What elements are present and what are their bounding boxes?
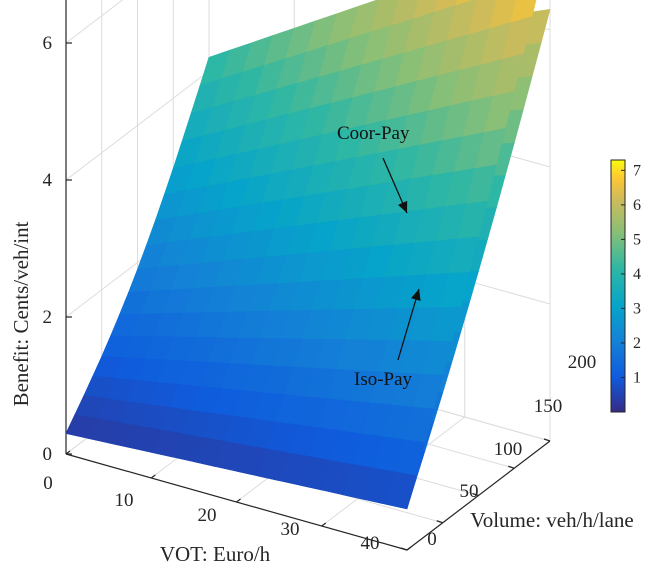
- colorbar-tick-label: 2: [633, 335, 641, 352]
- colorbar-tick-label: 6: [633, 197, 641, 214]
- x-tick-label: 20: [198, 505, 217, 526]
- surface-patch: [385, 471, 417, 510]
- axis-labels: VOT: Euro/h Volume: veh/h/lane Benefit: Ce…: [9, 221, 634, 566]
- z-axis-label: Benefit: Cents/veh/int: [9, 221, 33, 406]
- colorbar-tick-label: 7: [633, 162, 641, 179]
- x-tick-label: 0: [43, 473, 53, 494]
- y-tick-label: 100: [494, 439, 523, 460]
- annotation-arrow-iso-pay-head: [411, 289, 421, 301]
- x-tick-mark: [236, 498, 241, 503]
- annotation-arrow-coor-pay-head: [398, 200, 408, 213]
- y-tick-mark: [472, 492, 479, 497]
- y-tick-mark: [508, 465, 515, 469]
- annotation-iso-pay: Iso-Pay: [354, 369, 413, 390]
- x-tick-label: 30: [281, 519, 300, 540]
- colorbar-tick-label: 3: [633, 300, 641, 317]
- grid-line: [65, 0, 124, 44]
- surface-coor-pay: [65, 0, 537, 510]
- y-tick-label: 50: [460, 481, 479, 502]
- y-tick-mark: [436, 520, 443, 524]
- x-tick-label: 40: [361, 533, 380, 554]
- y-tick-mark: [400, 547, 408, 551]
- x-tick-label: 10: [115, 490, 134, 511]
- annotation-coor-pay: Coor-Pay: [337, 123, 410, 144]
- z-tick-label: 2: [43, 307, 53, 328]
- x-tick-mark: [406, 546, 412, 551]
- x-tick-mark: [321, 522, 327, 527]
- y-tick-mark: [543, 438, 551, 442]
- x-axis-label: VOT: Euro/h: [160, 542, 271, 566]
- colorbar-tick-label: 5: [633, 231, 641, 248]
- colorbar-tick-label: 4: [633, 266, 641, 283]
- colorbar-tick-label: 1: [633, 369, 641, 386]
- tick-labels: 01020304005010015020002468: [43, 33, 597, 554]
- z-tick-label: 6: [43, 33, 53, 54]
- z-tick-label: 4: [43, 170, 53, 191]
- colorbar: 1 2 3 4 5 6 7: [610, 159, 641, 413]
- z-tick-label: 0: [43, 444, 53, 465]
- y-tick-label: 200: [568, 352, 597, 373]
- annotations: Coor-Pay Iso-Pay: [337, 123, 421, 390]
- colorbar-bar: [610, 159, 626, 413]
- y-axis-label: Volume: veh/h/lane: [470, 508, 634, 532]
- y-tick-label: 0: [427, 529, 437, 550]
- annotation-arrow-iso-pay: [397, 288, 420, 361]
- x-tick-mark: [150, 474, 156, 479]
- y-tick-label: 150: [534, 396, 563, 417]
- axis-lines: [65, 0, 551, 551]
- surface-patches: [65, 0, 551, 510]
